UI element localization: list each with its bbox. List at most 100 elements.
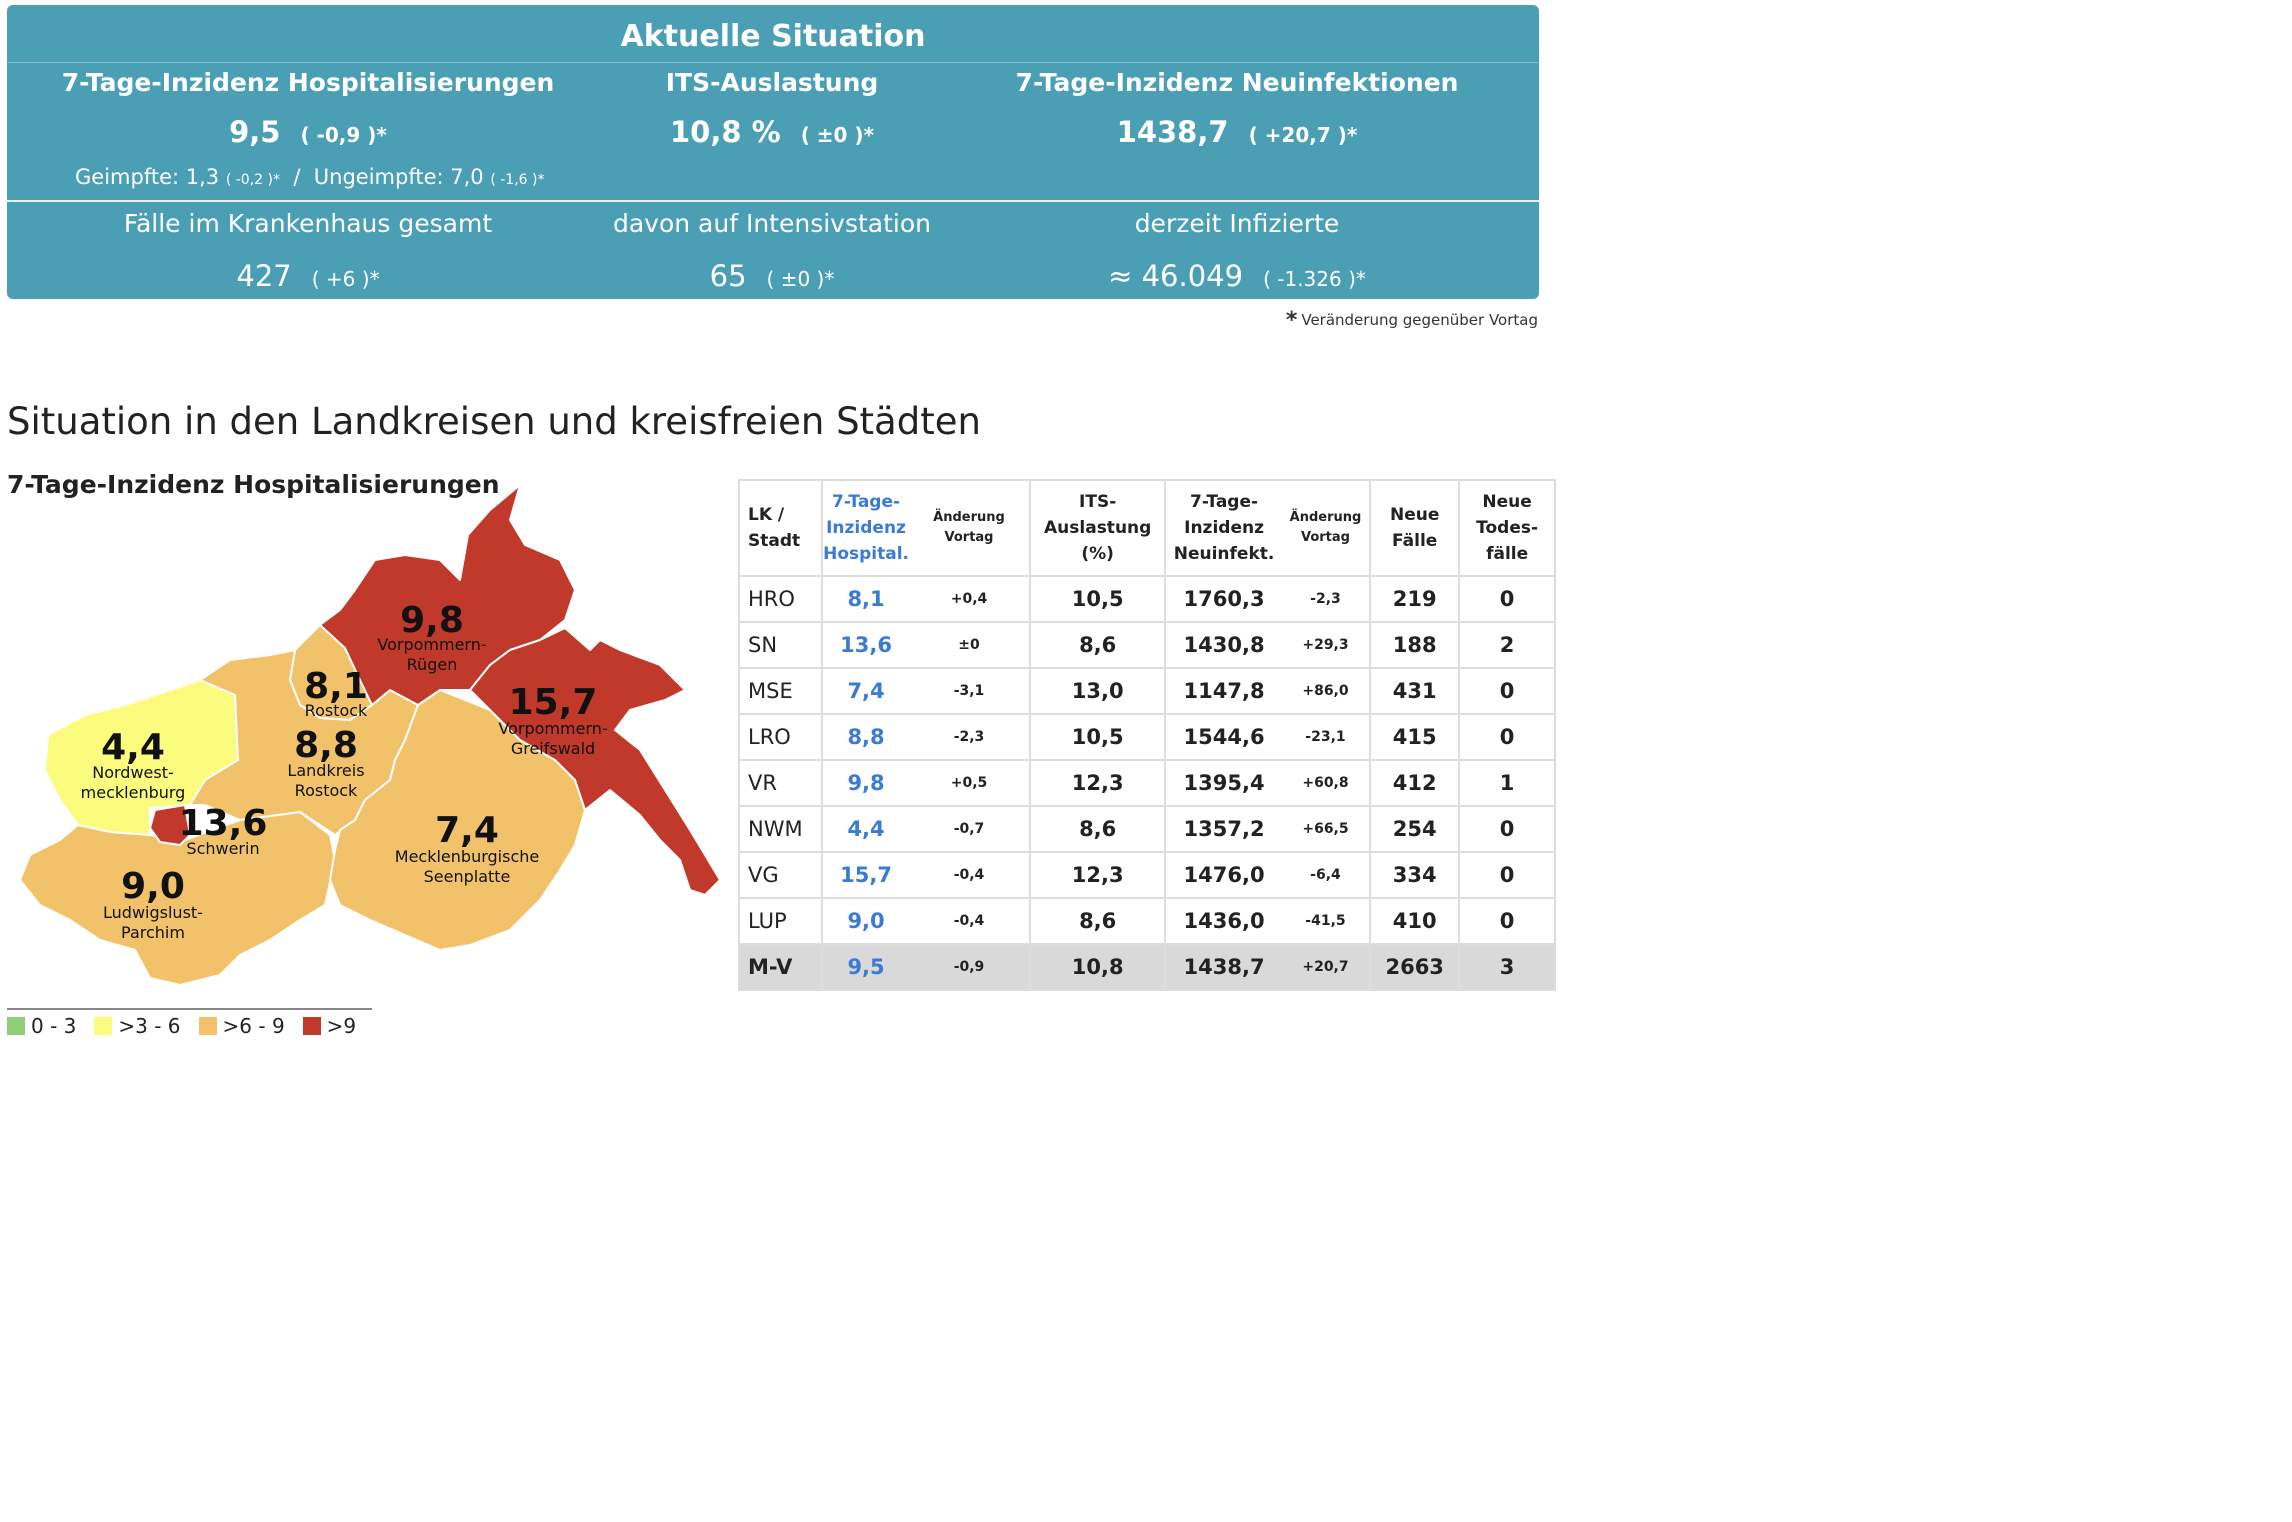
legend-label: >9 (326, 1014, 357, 1038)
geimpfte-change: ( -0,2 )* (225, 172, 280, 188)
map-value-mse: 7,4 (435, 810, 499, 851)
table-row: HRO 8,1 +0,4 10,5 1760,3 -2,3 219 0 (737, 575, 1556, 623)
intensiv-change: ( ±0 )* (766, 267, 835, 291)
cell-neu: 1476,0 (1164, 851, 1282, 899)
region-lup[interactable] (19, 811, 336, 986)
cell-hosp-chg: -0,7 (909, 805, 1032, 853)
cell-hosp: 8,1 (821, 575, 909, 623)
cell-neu-chg: -41,5 (1281, 897, 1372, 945)
cell-lk: LRO (737, 713, 824, 761)
col-header-todesfaelle[interactable]: Neue Todes-fälle (1458, 479, 1556, 577)
cell-neu-chg: +29,3 (1281, 621, 1372, 669)
cell-neu-chg: -2,3 (1281, 575, 1372, 623)
cell-tod: 0 (1458, 851, 1556, 899)
divider (7, 200, 1539, 202)
cell-lk: NWM (737, 805, 824, 853)
legend-label: 0 - 3 (31, 1014, 77, 1038)
map-value-nwm: 4,4 (101, 727, 165, 768)
cell-hosp-chg: +0,4 (909, 575, 1032, 623)
cell-hosp: 4,4 (821, 805, 909, 853)
map-name-lro: Landkreis (287, 761, 364, 780)
its-label: ITS-Auslastung (665, 68, 879, 97)
cell-neu: 1436,0 (1164, 897, 1282, 945)
region-vr[interactable] (319, 484, 576, 706)
cell-neu: 1357,2 (1164, 805, 1282, 853)
cell-neu-chg: -23,1 (1281, 713, 1372, 761)
cell-faelle: 188 (1369, 621, 1461, 669)
cell-lk: VR (737, 759, 824, 807)
map-name-lup-2: Parchim (121, 923, 185, 942)
cell-faelle: 2663 (1369, 943, 1461, 991)
col-header-neue-faelle[interactable]: Neue Fälle (1369, 479, 1461, 577)
col-header-neuinfekt[interactable]: 7-Tage- Inzidenz Neuinfekt. (1164, 479, 1282, 577)
col-header-lk[interactable]: LK / Stadt (737, 479, 824, 577)
legend-item-0-3: 0 - 3 (7, 1014, 76, 1038)
summary-panel: Aktuelle Situation 7-Tage-Inzidenz Hospi… (7, 5, 1539, 299)
cell-neu-chg: -6,4 (1281, 851, 1372, 899)
footnote: * Veränderung gegenüber Vortag (1286, 308, 1538, 333)
cell-hosp-chg: +0,5 (909, 759, 1032, 807)
table-header-row: LK / Stadt 7-Tage- Inzidenz Hospital. Änder… (737, 479, 1556, 577)
footnote-star: * (1285, 308, 1298, 333)
cell-lk: SN (737, 621, 824, 669)
cell-neu-chg: +60,8 (1281, 759, 1372, 807)
cell-tod: 0 (1458, 575, 1556, 623)
cell-tod: 0 (1458, 805, 1556, 853)
map-name-vr: Vorpommern- (377, 635, 486, 654)
cell-neu: 1544,6 (1164, 713, 1282, 761)
cell-faelle: 254 (1369, 805, 1461, 853)
cell-lk: HRO (737, 575, 824, 623)
cell-hosp: 13,6 (821, 621, 909, 669)
region-vg[interactable] (469, 627, 721, 896)
region-sn[interactable] (149, 804, 191, 846)
ungeimpfte-change: ( -1,6 )* (490, 172, 545, 188)
cell-neu-chg: +86,0 (1281, 667, 1372, 715)
cell-tod: 3 (1458, 943, 1556, 991)
cell-its: 12,3 (1029, 851, 1167, 899)
cell-faelle: 410 (1369, 897, 1461, 945)
map-name-hro: Rostock (305, 701, 368, 720)
cell-neu: 1395,4 (1164, 759, 1282, 807)
cell-its: 8,6 (1029, 621, 1167, 669)
cell-hosp: 9,0 (821, 897, 909, 945)
neuinfektionen-value: 1438,7 (1116, 115, 1229, 149)
cell-neu: 1438,7 (1164, 943, 1282, 991)
table-row: MSE 7,4 -3,1 13,0 1147,8 +86,0 431 0 (737, 667, 1556, 715)
cell-tod: 0 (1458, 897, 1556, 945)
infizierte-value-row: ≈ 46.049 ( -1.326 )* (987, 259, 1487, 293)
its-value: 10,8 % (669, 115, 781, 149)
table-row: NWM 4,4 -0,7 8,6 1357,2 +66,5 254 0 (737, 805, 1556, 853)
district-table: LK / Stadt 7-Tage- Inzidenz Hospital. Änder… (737, 479, 1556, 991)
cell-faelle: 412 (1369, 759, 1461, 807)
cell-lk: M-V (737, 943, 824, 991)
map-legend: 0 - 3 >3 - 6 >6 - 9 >9 (7, 1008, 372, 1038)
table-row: VR 9,8 +0,5 12,3 1395,4 +60,8 412 1 (737, 759, 1556, 807)
its-value-row: 10,8 % ( ±0 )* (547, 115, 997, 149)
cell-hosp-chg: -0,9 (909, 943, 1032, 991)
neuinfektionen-value-row: 1438,7 ( +20,7 )* (987, 115, 1487, 149)
hosp-value: 9,5 (229, 115, 281, 149)
krankenhaus-label: Fälle im Krankenhaus gesamt (123, 209, 493, 238)
cell-neu-chg: +66,5 (1281, 805, 1372, 853)
map-name-mse-2: Seenplatte (424, 867, 511, 886)
cell-hosp: 7,4 (821, 667, 909, 715)
hosp-label: 7-Tage-Inzidenz Hospitalisierungen (61, 68, 555, 97)
cell-faelle: 219 (1369, 575, 1461, 623)
map-value-vg: 15,7 (509, 682, 598, 723)
neuinfektionen-label: 7-Tage-Inzidenz Neuinfektionen (1015, 68, 1459, 97)
col-header-neuinfekt-change[interactable]: Änderung Vortag (1281, 479, 1372, 577)
col-header-its[interactable]: ITS- Auslastung (%) (1029, 479, 1167, 577)
col-header-hosp[interactable]: 7-Tage- Inzidenz Hospital. (821, 479, 909, 577)
cell-lk: VG (737, 851, 824, 899)
map-name-sn: Schwerin (186, 839, 259, 858)
panel-title: Aktuelle Situation (620, 19, 926, 54)
table-row: SN 13,6 ±0 8,6 1430,8 +29,3 188 2 (737, 621, 1556, 669)
legend-swatch (7, 1017, 25, 1035)
hosp-value-row: 9,5 ( -0,9 )* (7, 115, 609, 149)
cell-neu: 1430,8 (1164, 621, 1282, 669)
intensiv-label: davon auf Intensivstation (612, 209, 932, 238)
col-header-hosp-change[interactable]: Änderung Vortag (909, 479, 1032, 577)
infizierte-value: ≈ 46.049 (1108, 259, 1244, 293)
map-value-lro: 8,8 (294, 725, 358, 766)
cell-its: 12,3 (1029, 759, 1167, 807)
